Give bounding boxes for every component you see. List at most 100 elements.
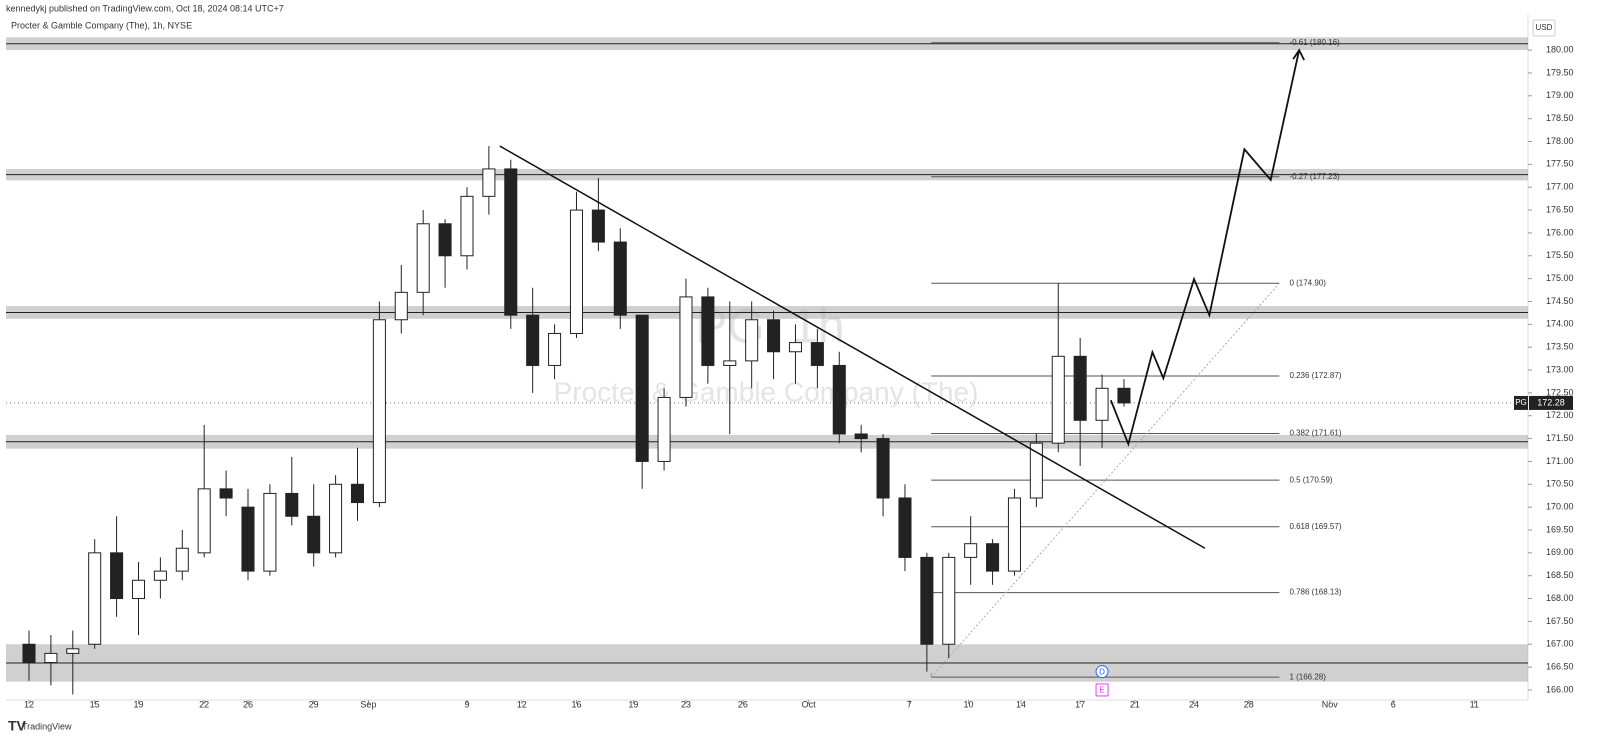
x-tick-label: 10 [963,699,973,709]
fib-label: 0 (174.90) [1289,278,1326,287]
y-tick-label: 170.50 [1546,479,1574,489]
y-tick-label: 179.50 [1546,67,1574,77]
candle-body [942,556,956,645]
x-tick-label: 17 [1075,699,1085,709]
candle-body [241,506,255,572]
y-tick-label: 171.00 [1546,456,1574,466]
candle-body [526,314,540,366]
y-tick-label: 176.50 [1546,204,1574,214]
candle-body [701,296,715,366]
y-tick-label: 172.00 [1546,410,1574,420]
y-tick-label: 169.50 [1546,524,1574,534]
y-tick-label: 169.00 [1546,547,1574,557]
candle-body [591,209,605,243]
fib-label: 0.236 (172.87) [1289,371,1341,380]
fib-label: 0.786 (168.13) [1289,588,1341,597]
currency-box[interactable] [1532,19,1556,37]
event-marker [1095,665,1109,679]
candle-body [898,497,912,558]
x-tick-label: 12 [24,699,34,709]
y-tick-label: 172.50 [1546,387,1574,397]
candle-body [175,547,189,572]
x-tick-label: 7 [907,699,912,709]
y-tick-label: 166.50 [1546,661,1574,671]
y-tick-label: 168.00 [1546,593,1574,603]
y-tick-label: 175.00 [1546,273,1574,283]
watermark-subtitle: Procter & Gamble Company (The) [554,376,979,407]
candle-body [657,396,671,462]
y-tick-label: 173.00 [1546,364,1574,374]
candle-body [788,342,802,353]
candle-body [153,570,167,581]
y-tick-label: 171.50 [1546,433,1574,443]
x-tick-label: 26 [738,699,748,709]
fib-label: 0.382 (171.61) [1289,429,1341,438]
x-tick-label: Sep [360,699,376,709]
y-tick-label: 167.00 [1546,639,1574,649]
event-label: E [1099,686,1104,695]
publisher: kennedykj published on TradingView.com, … [6,3,284,13]
x-tick-label: 6 [1391,699,1396,709]
event-label: D [1099,667,1105,676]
brand: TradingView [22,721,72,731]
fib-label: -0.61 (180.16) [1289,38,1340,47]
y-tick-label: 179.00 [1546,90,1574,100]
fib-label: 0.618 (169.57) [1289,522,1341,531]
candle-body [832,364,846,435]
candle-body [44,652,58,664]
y-tick-label: 177.50 [1546,159,1574,169]
candle-body [723,360,737,366]
candle-body [307,515,321,554]
x-tick-label: 9 [464,699,469,709]
candle-body [438,223,452,257]
x-tick-label: Oct [802,699,817,709]
y-tick-label: 180.00 [1546,44,1574,54]
x-tick-label: 16 [571,699,581,709]
chart-title: Procter & Gamble Company (The), 1h, NYSE [11,20,192,30]
candle-body [263,492,277,572]
candle-body [964,543,978,558]
candle-body [66,648,80,654]
candle-body [131,579,146,600]
y-tick-label: 166.00 [1546,684,1574,694]
candle-body [22,643,36,664]
y-tick-label: 178.50 [1546,113,1574,123]
candle-body [810,342,824,366]
candle-body [219,488,233,499]
fib-label: -0.27 (177.23) [1289,172,1340,181]
x-tick-label: 21 [1130,699,1140,709]
candle-body [329,483,343,554]
candle-body [679,296,693,398]
x-tick-label: 19 [628,699,638,709]
y-tick-label: 167.50 [1546,616,1574,626]
y-tick-label: 178.00 [1546,136,1574,146]
candle-body [548,332,562,366]
x-tick-label: Nov [1322,699,1339,709]
candle-body [460,195,474,257]
candle-body [482,168,496,197]
logo: TV [8,718,27,734]
candle-body [197,488,211,554]
candle-body [767,319,781,353]
x-tick-label: 23 [681,699,691,709]
candle-body [1007,497,1021,572]
candle-body [1073,355,1087,421]
candle-body [285,492,299,517]
candle-body [1095,387,1109,421]
last-price: 172.28 [1537,397,1565,407]
candle-body [110,552,124,600]
x-tick-label: 14 [1016,699,1026,709]
candle-body [745,319,759,362]
y-tick-label: 175.50 [1546,250,1574,260]
x-tick-label: 22 [199,699,209,709]
currency[interactable]: USD [1536,23,1553,32]
candle-body [854,433,868,440]
fib-label: 0.5 (170.59) [1289,475,1332,484]
candle-body [504,168,518,316]
candle-body [416,223,430,293]
candle-body [569,209,583,334]
candle-body [1117,387,1131,404]
y-tick-label: 170.00 [1546,502,1574,512]
projection-arrowhead [1292,48,1305,61]
